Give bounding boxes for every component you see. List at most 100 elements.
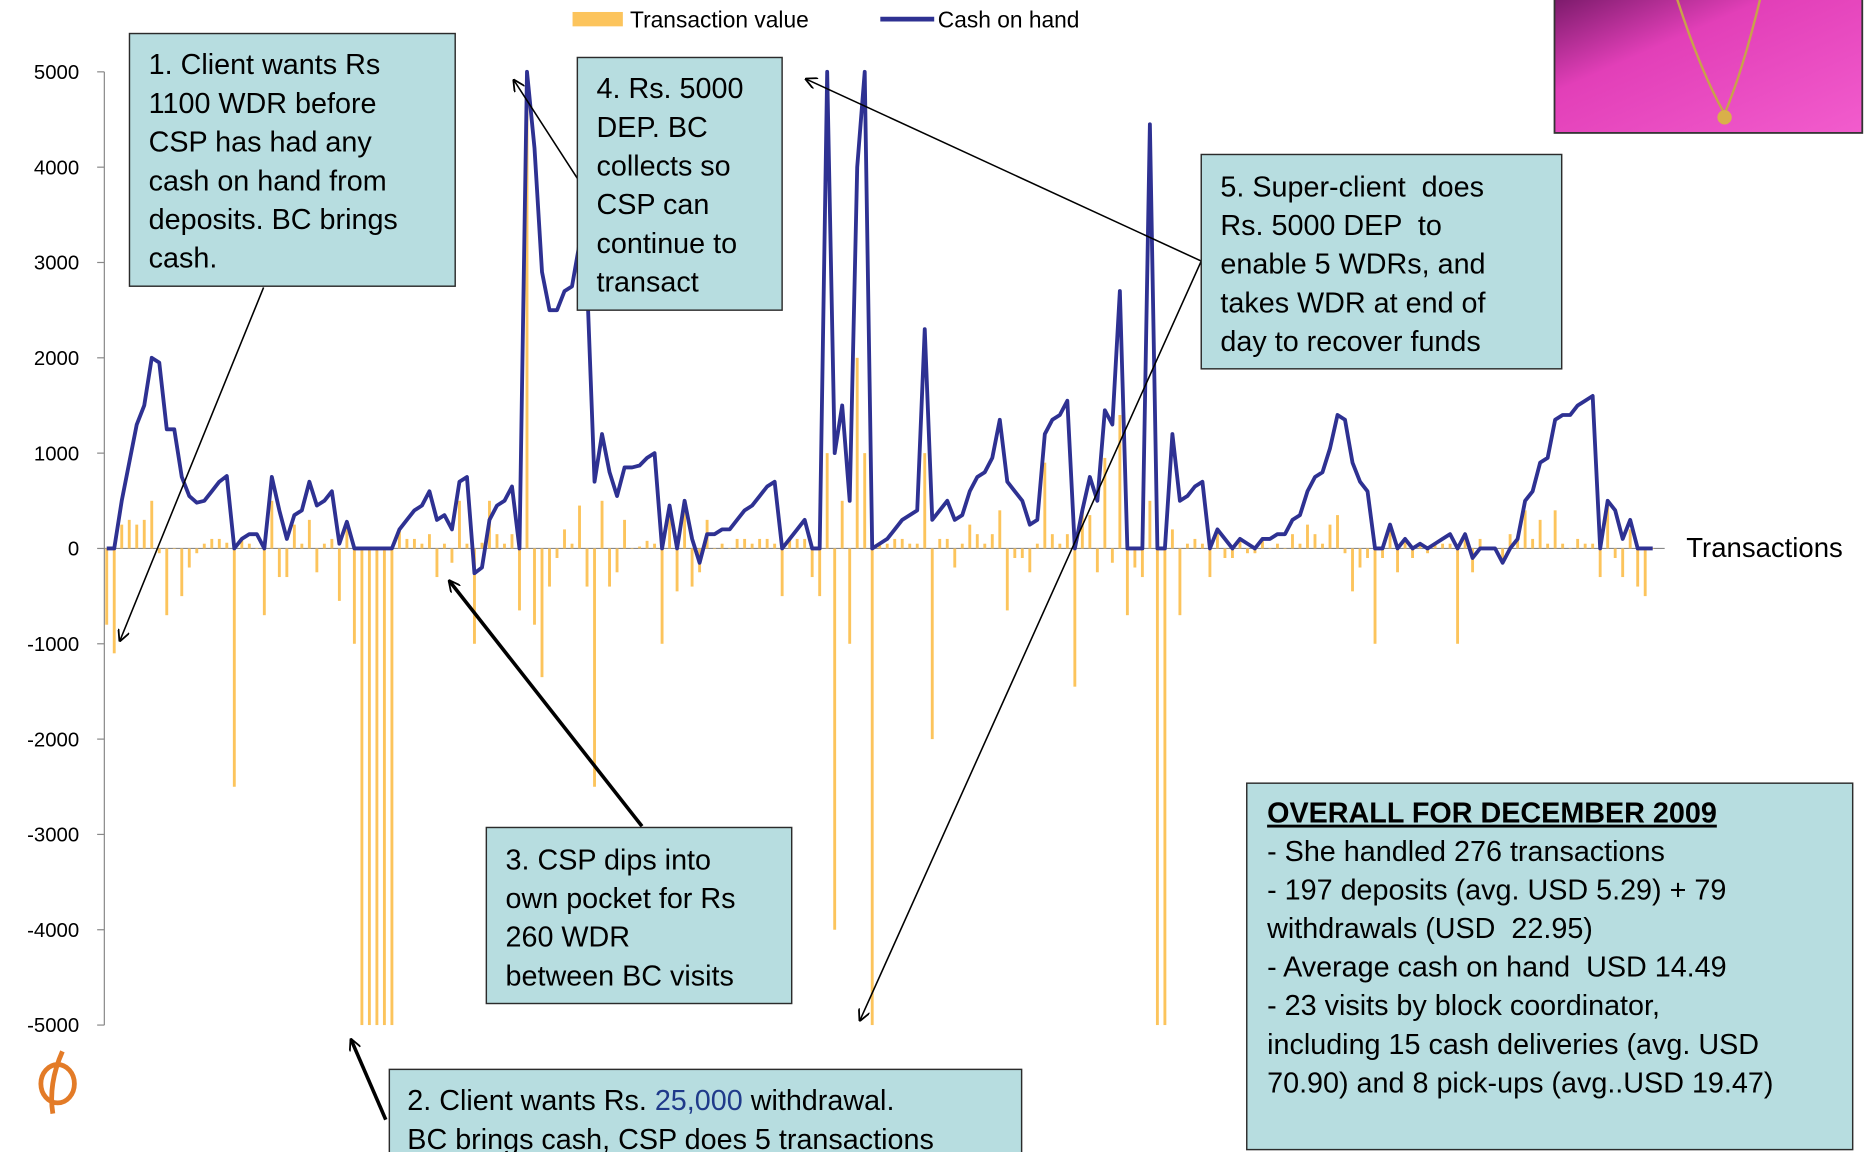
bar	[1643, 548, 1647, 597]
summary: OVERALL FOR DECEMBER 2009 - She handled 2…	[1246, 782, 1854, 1151]
legend-label: Cash on hand	[938, 7, 1080, 33]
callout-box	[128, 32, 456, 287]
legend-swatch	[572, 11, 623, 27]
bar	[1418, 543, 1422, 549]
bar	[1155, 548, 1159, 1026]
bar	[1501, 548, 1505, 563]
bar	[195, 548, 199, 554]
y-tick-label: -1000	[27, 634, 79, 656]
summary-title: OVERALL FOR DECEMBER 2009	[1267, 798, 1717, 830]
bar	[1568, 548, 1572, 550]
callout-text: collects so	[597, 151, 731, 183]
bar	[788, 538, 792, 549]
bar	[660, 548, 664, 644]
bar	[202, 543, 206, 549]
bar	[1321, 543, 1324, 549]
bar	[930, 548, 934, 740]
bar	[1058, 543, 1062, 549]
callout-box	[1200, 153, 1563, 370]
summary-line: - 197 deposits (avg. USD 5.29) + 79	[1267, 875, 1726, 907]
bar	[443, 543, 446, 549]
bar	[1291, 534, 1294, 549]
bar	[1328, 524, 1332, 549]
y-tick-label: 3000	[34, 253, 79, 275]
bar	[1426, 548, 1430, 554]
bar	[1170, 529, 1174, 549]
bar	[1005, 548, 1009, 611]
bar	[1463, 534, 1467, 549]
summary-line: - 23 visits by block coordinator,	[1267, 990, 1660, 1022]
bar	[112, 548, 116, 654]
bar	[1583, 543, 1587, 549]
bar	[1381, 548, 1384, 558]
bar	[893, 538, 897, 549]
bar	[968, 524, 972, 549]
callout-text-part: withdrawal.	[743, 1085, 895, 1117]
bar	[1591, 543, 1595, 549]
bar	[330, 538, 334, 549]
bar	[758, 538, 762, 549]
arrow	[860, 260, 1202, 1020]
bar	[285, 548, 289, 578]
bar	[1508, 534, 1512, 549]
bar	[1343, 548, 1347, 554]
bar	[1178, 548, 1182, 616]
bar	[405, 538, 409, 549]
bar	[518, 548, 521, 611]
callout-text: 5. Super-client does	[1220, 171, 1484, 203]
bar	[983, 543, 987, 549]
callout: 3. CSP dips into own pocket for Rs 260 WDR…	[485, 826, 793, 1005]
bar	[277, 548, 281, 578]
bar	[1095, 548, 1099, 573]
bar	[1238, 538, 1242, 549]
bar	[795, 538, 799, 549]
callout-text: 1100 WDR before	[149, 88, 377, 120]
bar	[142, 519, 146, 549]
line	[106, 69, 1653, 576]
bar	[1065, 534, 1069, 549]
callout-text: enable 5 WDRs, and	[1220, 249, 1485, 281]
bar	[307, 519, 311, 549]
bar	[750, 543, 754, 549]
bar	[1028, 548, 1032, 573]
callout: 2. Client wants Rs. 25,000 withdrawal. BC…	[388, 1068, 1023, 1152]
bar	[780, 548, 784, 597]
callout-text: day to recover funds	[1220, 326, 1480, 358]
bar	[337, 548, 341, 601]
y-tick-label: 1000	[34, 443, 79, 465]
bar	[1193, 538, 1197, 549]
callout-text: 4. Rs. 5000	[597, 73, 744, 105]
y-tick-label: -3000	[27, 825, 79, 847]
logo-symbol	[38, 1050, 77, 1115]
bar	[855, 357, 859, 549]
bar	[1118, 415, 1122, 549]
callout-text: between BC visits	[505, 960, 733, 992]
bar	[1306, 524, 1309, 549]
bar	[578, 505, 581, 549]
callout-text-part: 25,000	[655, 1085, 743, 1117]
bar	[232, 548, 236, 787]
bar	[960, 543, 964, 549]
bar	[1215, 529, 1219, 549]
arrow	[449, 581, 644, 828]
bar	[187, 548, 191, 568]
bar	[1185, 543, 1189, 549]
summary-line: 70.90) and 8 pick-ups (avg..USD 19.47)	[1267, 1067, 1773, 1099]
bar	[165, 548, 169, 616]
bar	[1351, 548, 1354, 592]
bar	[923, 453, 927, 549]
bar	[555, 548, 559, 558]
bar	[1576, 538, 1580, 549]
bar	[127, 519, 131, 549]
bar	[585, 548, 589, 587]
bar	[713, 548, 717, 550]
callout-text: cash.	[149, 243, 218, 275]
bar	[833, 548, 837, 930]
bar	[510, 534, 514, 549]
bar	[810, 548, 814, 578]
bar	[743, 538, 747, 549]
bar	[247, 543, 251, 549]
bar	[1531, 538, 1535, 549]
bar	[690, 548, 694, 587]
y-tick-label: 4000	[34, 157, 79, 179]
